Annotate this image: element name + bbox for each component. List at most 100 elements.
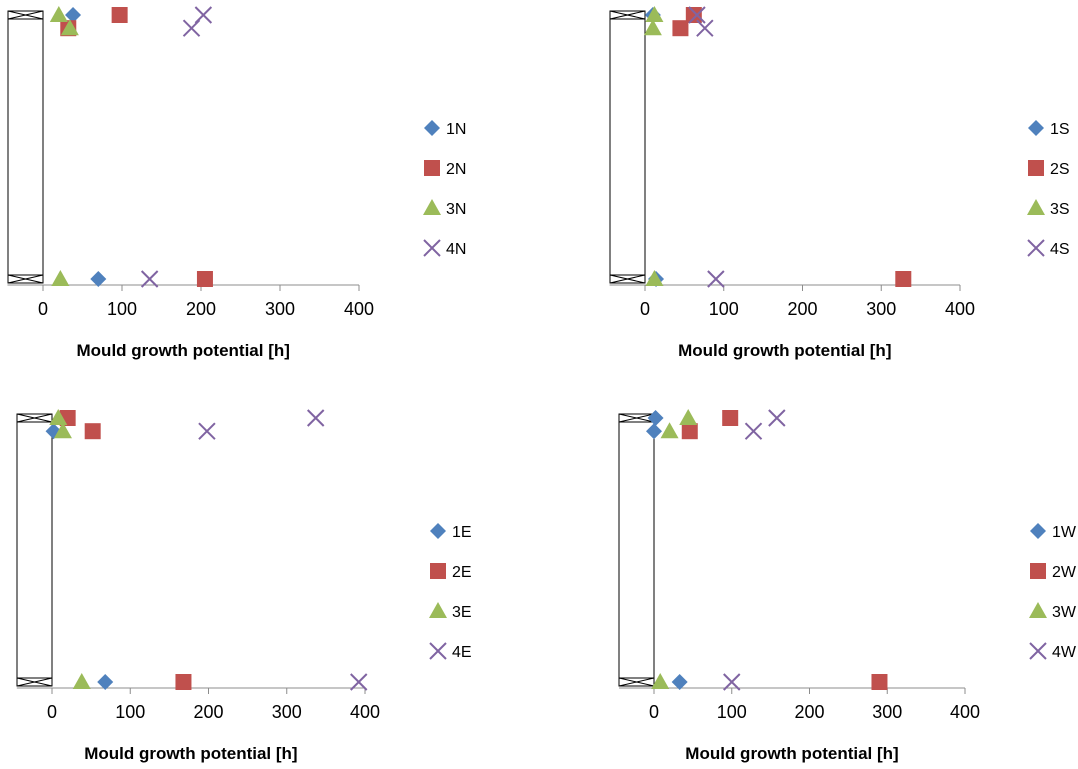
data-point-4W xyxy=(744,422,763,440)
legend-label-2W: 2W xyxy=(1052,564,1077,581)
range-box-cap xyxy=(16,413,53,423)
x-tick-label: 0 xyxy=(38,299,48,319)
data-point-3W xyxy=(651,673,670,689)
range-box-cap xyxy=(16,677,53,687)
legend-marker-3N xyxy=(423,199,441,215)
data-point-2W xyxy=(681,423,698,440)
data-point-1W xyxy=(647,410,664,426)
data-point-2S xyxy=(672,20,689,37)
data-point-3S xyxy=(645,270,664,286)
range-box-cap xyxy=(618,413,655,423)
x-axis-title: Mould growth potential [h] xyxy=(685,744,898,763)
legend-marker-4N xyxy=(423,239,441,257)
data-point-1N xyxy=(65,7,82,23)
legend-marker-3W xyxy=(1029,602,1047,618)
legend-label-4N: 4N xyxy=(446,241,466,258)
data-point-2W xyxy=(871,674,888,690)
data-point-4N xyxy=(140,270,159,288)
data-point-1E xyxy=(97,674,114,690)
legend-marker-3S xyxy=(1027,199,1045,215)
legend-marker-4S xyxy=(1027,239,1045,257)
chart-panel-N: 0 100 200 300 400 Mould growth potential [h] 1… xyxy=(7,6,466,360)
x-tick-label: 200 xyxy=(186,299,216,319)
x-tick-label: 100 xyxy=(717,702,747,722)
range-box-cap xyxy=(609,10,646,20)
data-point-2S xyxy=(685,7,702,23)
data-point-3E xyxy=(72,673,91,689)
chart-panel-W: 0 100 200 300 400 Mould growth potential [h] 1… xyxy=(618,409,1077,763)
x-tick-label: 200 xyxy=(787,299,817,319)
x-tick-label: 100 xyxy=(115,702,145,722)
x-tick-label: 300 xyxy=(866,299,896,319)
data-point-1W xyxy=(671,674,688,690)
data-point-4N xyxy=(194,6,213,24)
x-tick-label: 100 xyxy=(709,299,739,319)
legend-marker-4W xyxy=(1029,642,1047,660)
data-point-4S xyxy=(688,6,706,24)
legend-label-4S: 4S xyxy=(1050,241,1070,258)
x-tick-label: 100 xyxy=(107,299,137,319)
legend-marker-2S xyxy=(1028,160,1044,176)
data-point-2W xyxy=(722,410,739,426)
x-axis-title: Mould growth potential [h] xyxy=(77,341,290,360)
legend-marker-3E xyxy=(429,602,447,618)
data-point-2E xyxy=(175,674,192,690)
data-point-2N xyxy=(196,271,213,287)
chart-panel-S: 0 100 200 300 400 Mould growth potential [h] 1… xyxy=(609,6,1070,360)
legend-label-3W: 3W xyxy=(1052,604,1077,621)
legend-marker-1S xyxy=(1028,120,1044,136)
x-tick-label: 400 xyxy=(350,702,380,722)
x-axis-title: Mould growth potential [h] xyxy=(84,744,297,763)
data-point-4W xyxy=(723,673,741,691)
x-tick-label: 200 xyxy=(193,702,223,722)
x-tick-label: 0 xyxy=(47,702,57,722)
data-point-1W xyxy=(646,423,662,440)
x-tick-label: 0 xyxy=(640,299,650,319)
x-tick-label: 300 xyxy=(272,702,302,722)
range-box xyxy=(609,10,646,284)
data-point-2N xyxy=(111,7,128,23)
legend-marker-2E xyxy=(430,563,446,579)
x-tick-label: 400 xyxy=(344,299,374,319)
legend-label-1W: 1W xyxy=(1052,524,1077,541)
data-point-3N xyxy=(51,270,70,286)
range-box xyxy=(7,10,44,284)
data-point-3S xyxy=(645,6,664,22)
legend-label-4E: 4E xyxy=(452,644,472,661)
legend-marker-1N xyxy=(424,120,440,136)
legend-label-3N: 3N xyxy=(446,201,466,218)
data-point-3E xyxy=(49,409,68,425)
data-point-4E xyxy=(198,422,216,440)
data-point-3E xyxy=(53,422,72,439)
x-tick-label: 400 xyxy=(945,299,975,319)
legend-marker-2W xyxy=(1030,563,1046,579)
x-tick-label: 300 xyxy=(872,702,902,722)
data-point-2E xyxy=(84,423,101,440)
legend-label-1E: 1E xyxy=(452,524,472,541)
legend-label-2S: 2S xyxy=(1050,161,1070,178)
data-point-4S xyxy=(707,270,725,288)
legend-label-1S: 1S xyxy=(1050,121,1070,138)
range-box-cap xyxy=(609,274,646,284)
legend-label-3S: 3S xyxy=(1050,201,1070,218)
data-point-4E xyxy=(306,409,325,427)
range-box-cap xyxy=(7,274,44,284)
x-tick-label: 200 xyxy=(794,702,824,722)
data-point-2S xyxy=(895,271,912,287)
range-box xyxy=(618,413,655,687)
legend-marker-2N xyxy=(424,160,440,176)
legend-label-2N: 2N xyxy=(446,161,466,178)
range-box-cap xyxy=(7,10,44,20)
x-axis-title: Mould growth potential [h] xyxy=(678,341,891,360)
data-point-3W xyxy=(660,422,679,439)
data-point-1N xyxy=(90,271,107,287)
range-box xyxy=(16,413,53,687)
data-point-3N xyxy=(60,19,79,36)
data-point-4E xyxy=(350,673,368,691)
chart-panel-E: 0 100 200 300 400 Mould growth potential [h] 1… xyxy=(16,409,472,763)
data-point-3W xyxy=(679,409,698,425)
legend-label-3E: 3E xyxy=(452,604,472,621)
x-tick-label: 0 xyxy=(649,702,659,722)
